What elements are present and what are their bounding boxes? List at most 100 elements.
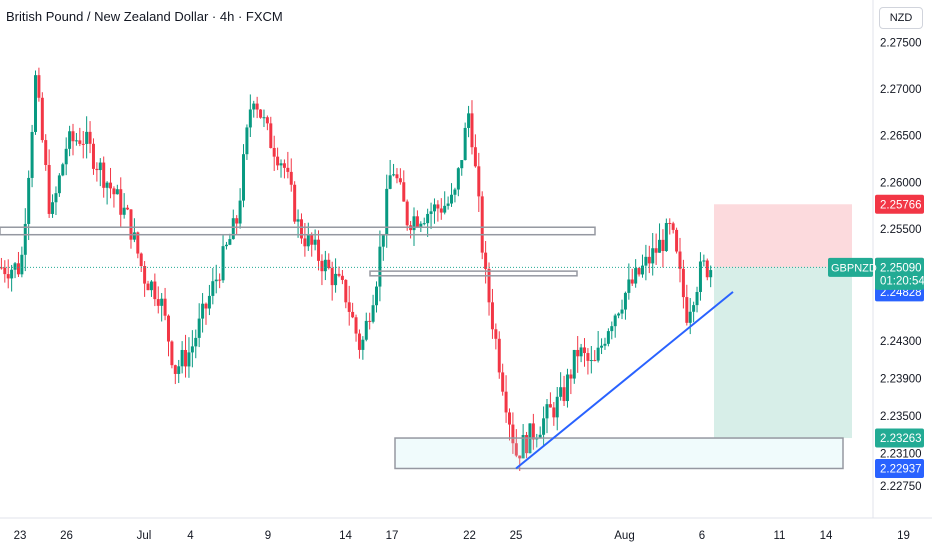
candle-body	[634, 268, 638, 284]
candle-body	[194, 337, 198, 347]
x-tick-label: 25	[510, 530, 523, 542]
candle-body	[375, 286, 378, 306]
candle-body	[51, 202, 55, 214]
candle-body	[303, 238, 307, 247]
candle-body	[88, 131, 92, 144]
candle-body	[600, 345, 604, 348]
candle-body	[402, 182, 406, 202]
candle-body	[139, 253, 143, 267]
candle-body	[678, 251, 682, 269]
candle-body	[177, 366, 181, 374]
candle-body	[426, 213, 430, 224]
candle-body	[357, 333, 361, 350]
candle-body	[163, 298, 167, 316]
candle-body	[470, 113, 474, 148]
candle-body	[136, 232, 140, 254]
target-price-tag-bg	[875, 428, 924, 448]
candle-body	[180, 349, 184, 367]
candle-body	[443, 205, 447, 213]
candle-body	[467, 113, 471, 128]
stop-loss-zone	[714, 204, 852, 268]
candle-body	[586, 353, 590, 361]
candle-body	[85, 131, 89, 144]
candle-body	[64, 148, 68, 165]
resistance-zone	[0, 226, 596, 236]
candle-body	[480, 196, 484, 253]
candle-body	[484, 252, 488, 269]
candle-body	[184, 349, 188, 367]
candle-body	[378, 246, 382, 287]
last-price-tag-countdown: 01:20:54	[880, 275, 925, 287]
candle-body	[627, 279, 631, 293]
candle-body	[282, 163, 286, 168]
candle-body	[23, 223, 27, 255]
candle-body	[681, 268, 685, 298]
candle-body	[313, 239, 317, 245]
candle-body	[40, 97, 44, 141]
candle-body	[27, 177, 31, 224]
candle-body	[661, 239, 665, 252]
candle-body	[197, 318, 201, 338]
y-tick-label: 2.27000	[880, 84, 922, 96]
candle-body	[340, 275, 344, 280]
candle-body	[412, 216, 416, 231]
candle-body	[688, 311, 692, 323]
candle-body	[507, 412, 511, 425]
candle-body	[330, 268, 334, 286]
candle-body	[112, 188, 116, 195]
candle-body	[231, 218, 235, 240]
candle-body	[132, 232, 136, 240]
candle-body	[497, 338, 501, 373]
stop-price-tag: 2.25766	[880, 199, 922, 211]
candle-body	[235, 218, 239, 224]
stop-price-tag-bg	[875, 194, 924, 214]
x-tick-label: 19	[897, 530, 910, 542]
candle-body	[0, 267, 3, 269]
candle-body	[153, 281, 157, 300]
candle-body	[671, 223, 675, 230]
candle-body	[456, 168, 460, 190]
candle-body	[542, 418, 546, 435]
candle-body	[245, 127, 249, 155]
x-tick-label: 4	[187, 530, 194, 542]
candle-body	[310, 234, 314, 245]
candle-body	[651, 248, 655, 264]
candle-body	[334, 273, 338, 286]
y-tick-label: 2.22750	[880, 481, 922, 493]
candle-body	[504, 391, 508, 413]
candle-body	[419, 223, 423, 227]
candle-body	[490, 302, 494, 330]
candle-body	[262, 117, 266, 119]
candle-body	[405, 201, 409, 226]
candle-body	[224, 244, 228, 247]
candle-body	[286, 167, 290, 172]
currency-button[interactable]: NZD	[879, 7, 923, 29]
candle-body	[129, 209, 133, 240]
candle-body	[559, 387, 563, 397]
target-price-tag: 2.23263	[880, 433, 922, 445]
candle-body	[98, 162, 102, 171]
candle-body	[146, 283, 150, 291]
candle-body	[579, 347, 583, 357]
x-tick-label: 23	[14, 530, 27, 542]
candle-body	[16, 263, 20, 275]
candle-body	[34, 75, 37, 132]
candle-body	[91, 143, 95, 169]
candle-body	[149, 281, 153, 291]
candle-body	[439, 208, 443, 213]
candle-body	[10, 269, 14, 279]
x-tick-label: 14	[820, 530, 833, 542]
candle-body	[269, 123, 273, 148]
take-profit-zone	[714, 267, 852, 439]
candle-body	[221, 246, 225, 281]
x-tick-label: Jul	[137, 530, 152, 542]
x-tick-label: 17	[386, 530, 399, 542]
x-tick-label: 26	[60, 530, 73, 542]
candle-body	[170, 341, 174, 366]
candle-body	[525, 435, 529, 454]
candle-body	[572, 349, 576, 379]
candle-body	[354, 317, 358, 334]
candle-body	[576, 349, 580, 357]
candle-body	[654, 248, 658, 253]
